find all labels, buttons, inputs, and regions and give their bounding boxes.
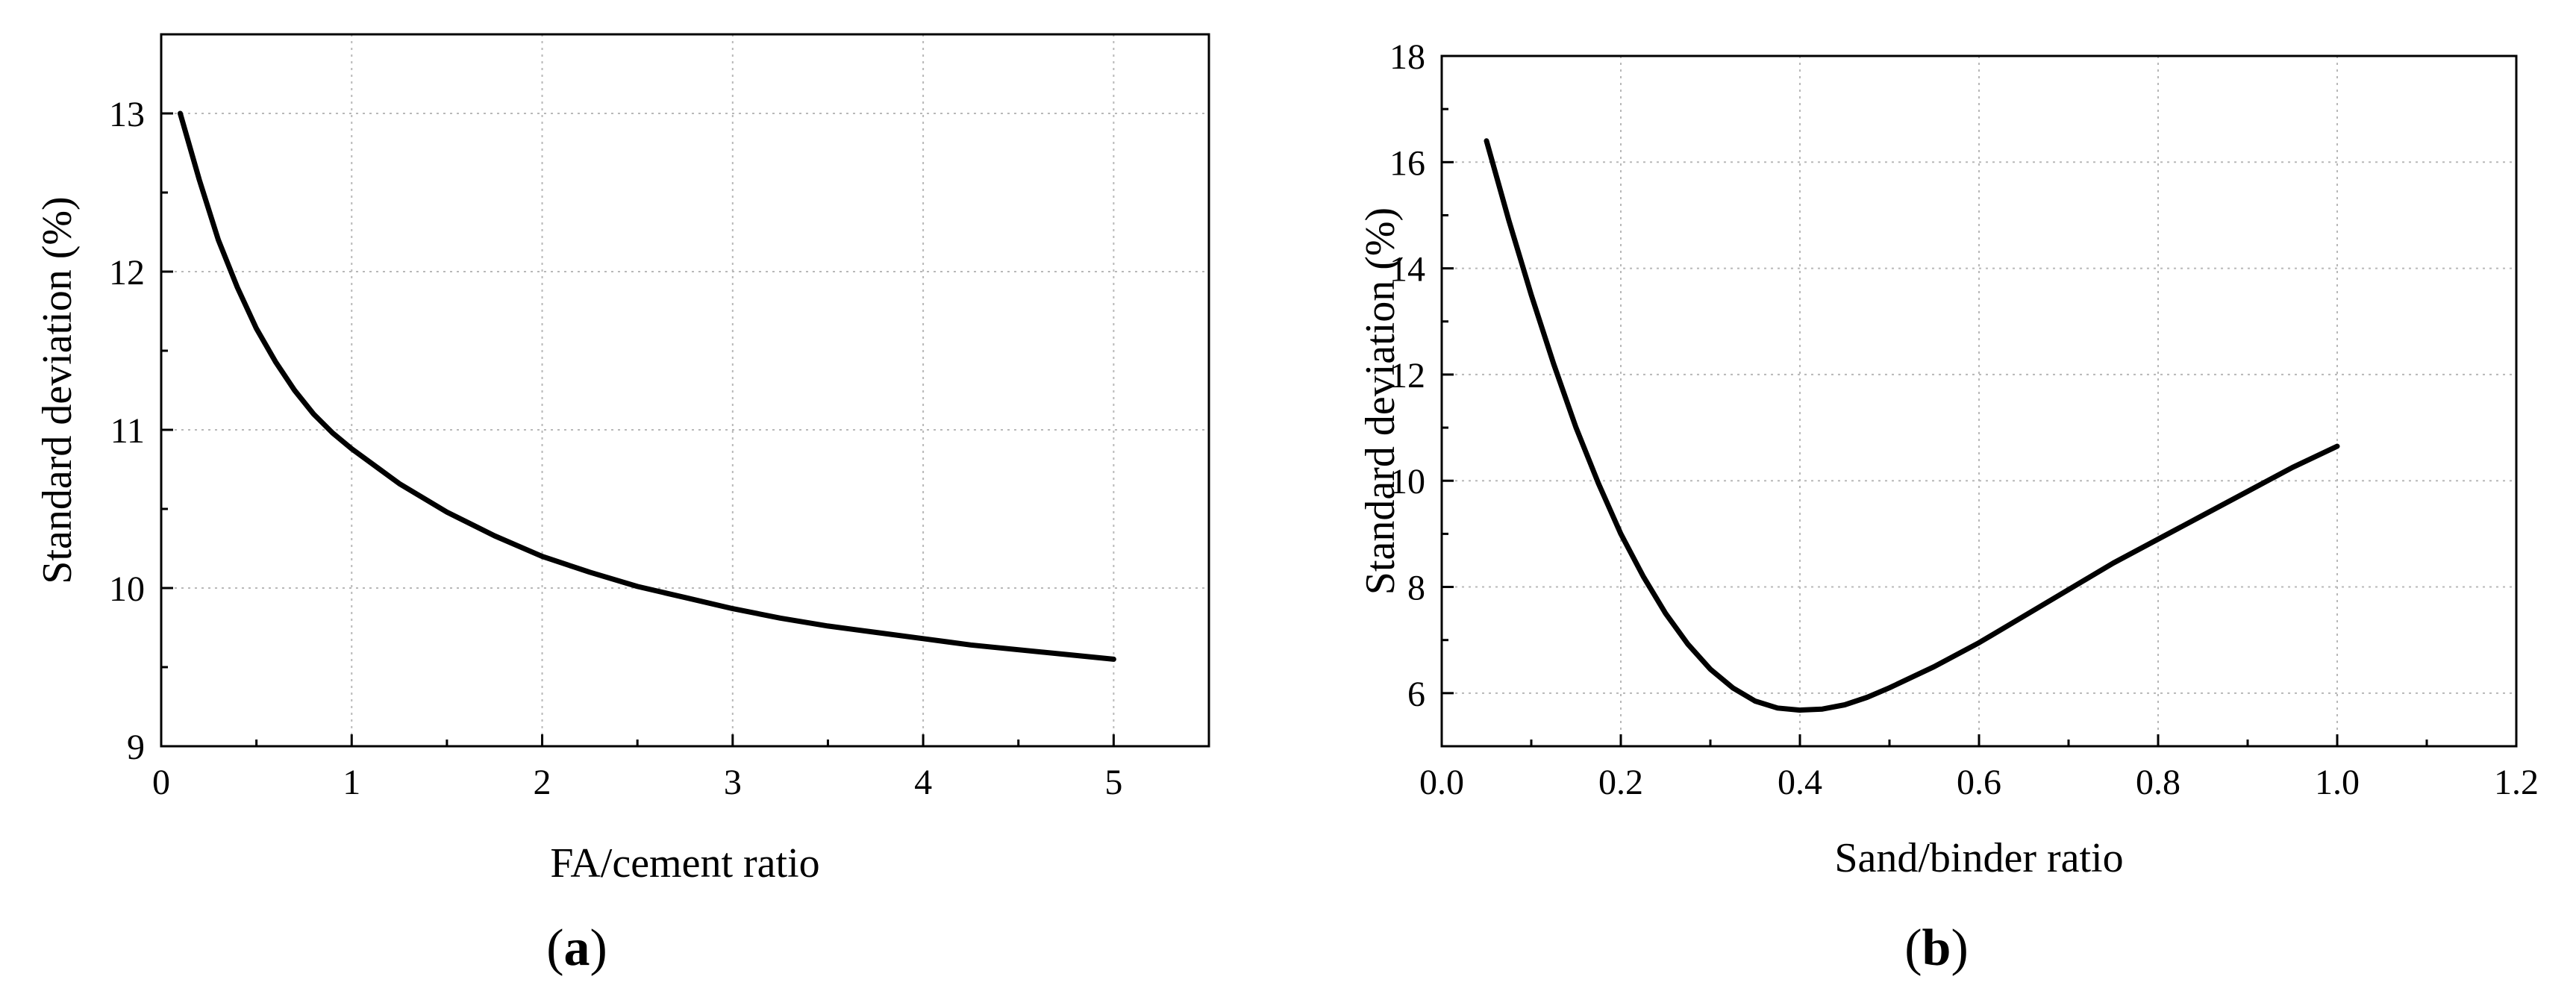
x-tick-label-b-5: 1.0 xyxy=(2315,763,2360,802)
x-tick-label-b-3: 0.6 xyxy=(1957,763,2001,802)
y-tick-label-a-2: 11 xyxy=(110,411,145,451)
x-tick-label-a-0: 0 xyxy=(152,763,170,802)
y-tick-label-a-4: 13 xyxy=(109,95,145,134)
x-tick-label-a-2: 2 xyxy=(534,763,551,802)
x-tick-labels-a: 0 1 2 3 4 5 xyxy=(152,763,1122,802)
x-tick-label-a-4: 4 xyxy=(914,763,932,802)
y-tick-labels-a: 9 10 11 12 13 xyxy=(109,95,145,767)
y-tick-label-b-1: 8 xyxy=(1407,569,1425,608)
x-tick-label-a-5: 5 xyxy=(1104,763,1122,802)
panel-letter-b: b xyxy=(1922,919,1951,977)
panel-label-a: (a) xyxy=(546,919,607,977)
y-axis-label-a: Standard deviation (%) xyxy=(34,196,81,584)
y-tick-label-b-3: 12 xyxy=(1389,356,1425,396)
x-tick-label-a-3: 3 xyxy=(724,763,742,802)
x-tick-label-b-1: 0.2 xyxy=(1598,763,1643,802)
plot-frame-a xyxy=(160,33,1210,748)
panel-letter-a: a xyxy=(564,919,590,977)
x-tick-label-a-1: 1 xyxy=(343,763,360,802)
x-tick-label-b-6: 1.2 xyxy=(2494,763,2539,802)
y-tick-label-a-1: 10 xyxy=(109,569,145,609)
axis-ticks-b xyxy=(1440,54,2518,746)
y-tick-label-b-5: 16 xyxy=(1389,143,1425,183)
x-tick-label-b-2: 0.4 xyxy=(1778,763,1822,802)
y-tick-label-b-6: 18 xyxy=(1389,37,1425,77)
chart-panel-b: 0.0 0.2 0.4 0.6 0.8 1.0 1.2 6 8 10 12 14 16 18 Sand/… xyxy=(1357,37,2539,977)
y-tick-label-a-0: 9 xyxy=(127,728,145,767)
x-axis-label-a: FA/cement ratio xyxy=(550,840,819,887)
y-tick-label-a-3: 12 xyxy=(109,253,145,293)
y-tick-label-b-4: 14 xyxy=(1389,250,1425,290)
x-tick-label-b-0: 0.0 xyxy=(1419,763,1464,802)
y-tick-labels-b: 6 8 10 12 14 16 18 xyxy=(1389,37,1425,714)
y-axis-label-b: Standard deviation (%) xyxy=(1357,207,1404,595)
grid-a xyxy=(161,34,1209,746)
y-tick-label-b-2: 10 xyxy=(1389,462,1425,501)
y-tick-label-b-0: 6 xyxy=(1407,675,1425,714)
panel-label-b: (b) xyxy=(1904,919,1969,977)
x-axis-label-b: Sand/binder ratio xyxy=(1834,835,2123,881)
series-line-b xyxy=(1484,138,2340,713)
series-line-a xyxy=(178,110,1116,662)
x-tick-label-b-4: 0.8 xyxy=(2136,763,2180,802)
x-tick-labels-b: 0.0 0.2 0.4 0.6 0.8 1.0 1.2 xyxy=(1419,763,2539,802)
axis-ticks-a xyxy=(160,112,1115,748)
grid-b xyxy=(1442,56,2516,746)
